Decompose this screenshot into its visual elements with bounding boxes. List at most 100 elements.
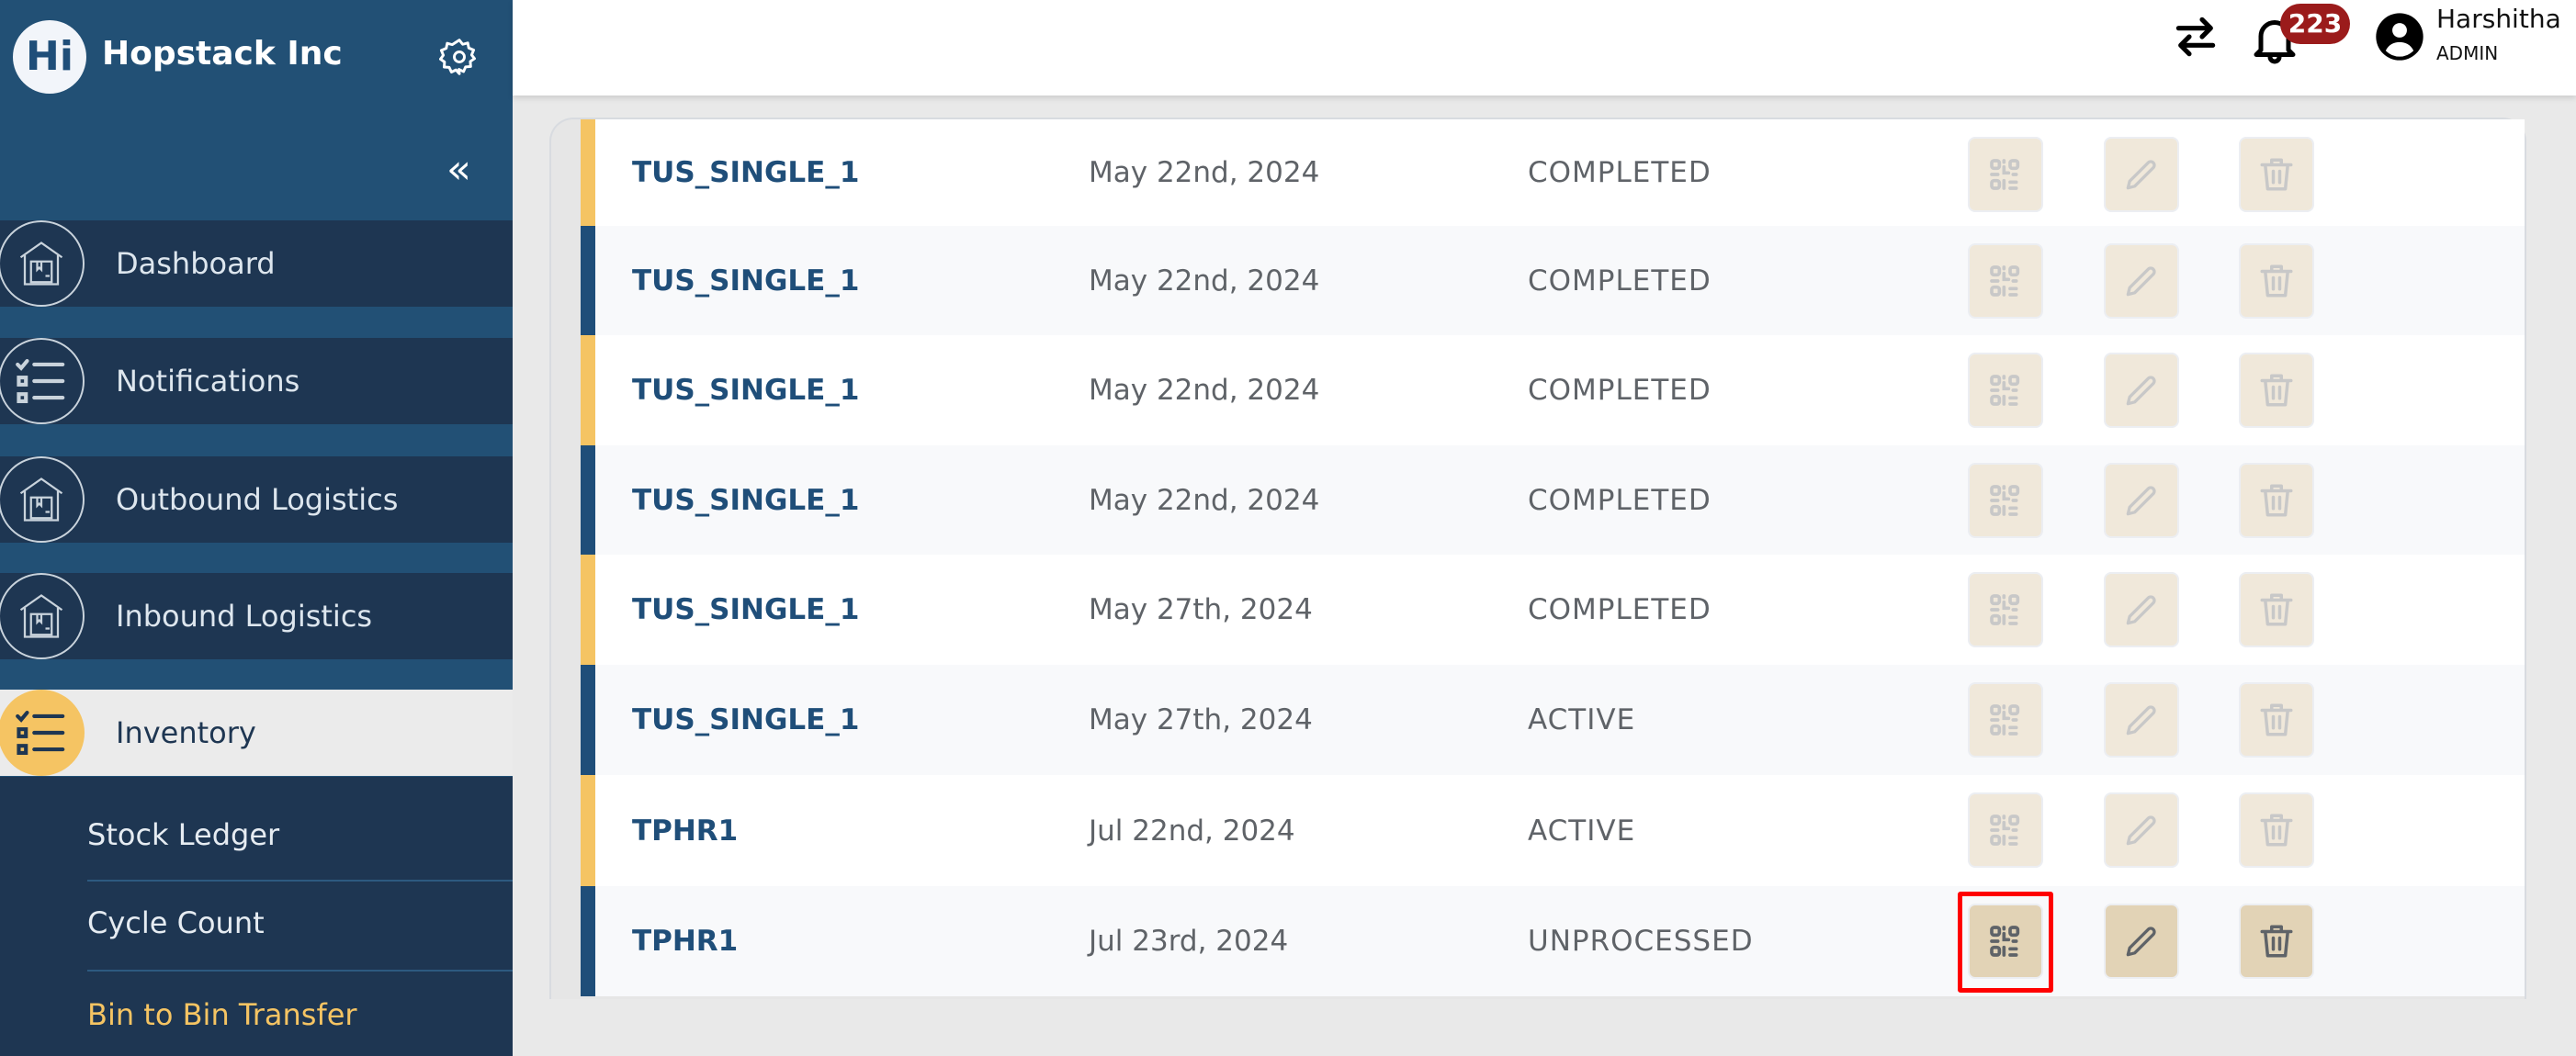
table-row: TUS_SINGLE_1 May 22nd, 2024 COMPLETED [581, 119, 2525, 226]
print-qr-button[interactable] [1968, 682, 2043, 758]
print-qr-button[interactable] [1968, 137, 2043, 212]
pencil-icon [2121, 921, 2162, 961]
delete-button[interactable] [2239, 904, 2314, 979]
row-accent-bar [581, 119, 595, 226]
transfer-name[interactable]: TUS_SINGLE_1 [632, 703, 860, 736]
delete-button[interactable] [2239, 137, 2314, 212]
notification-count-badge[interactable]: 223 [2280, 4, 2350, 44]
table-row: TUS_SINGLE_1 May 22nd, 2024 COMPLETED [581, 445, 2525, 555]
qr-code-icon [1987, 923, 2024, 960]
edit-button[interactable] [2104, 463, 2179, 538]
submenu-item-bin-to-bin-transfer[interactable]: Bin to Bin Transfer [87, 997, 357, 1032]
qr-code-icon [1987, 482, 2024, 519]
switch-arrows-icon[interactable] [2170, 11, 2221, 62]
submenu-divider [87, 880, 513, 882]
row-accent-bar [581, 775, 595, 886]
print-qr-button[interactable] [1968, 463, 2043, 538]
qr-code-icon [1987, 156, 2024, 193]
transfer-date: May 22nd, 2024 [1089, 374, 1320, 407]
transfer-name[interactable]: TPHR1 [632, 814, 739, 848]
pencil-icon [2121, 590, 2162, 630]
transfer-name[interactable]: TUS_SINGLE_1 [632, 264, 860, 298]
sidebar-item-inbound-logistics[interactable]: Inbound Logistics [0, 573, 513, 659]
table-row: TUS_SINGLE_1 May 22nd, 2024 COMPLETED [581, 335, 2525, 445]
row-accent-bar [581, 226, 595, 335]
delete-button[interactable] [2239, 353, 2314, 428]
transfer-name[interactable]: TPHR1 [632, 925, 739, 958]
trash-icon [2257, 481, 2296, 520]
pencil-icon [2121, 154, 2162, 195]
sidebar-item-inventory[interactable]: Inventory [0, 690, 513, 776]
sidebar-item-notifications[interactable]: Notifications [0, 338, 513, 424]
checklist-icon [0, 690, 85, 776]
print-qr-button[interactable] [1968, 353, 2043, 428]
user-role: ADMIN [2436, 42, 2499, 64]
pencil-icon [2121, 700, 2162, 740]
warehouse-icon [0, 573, 85, 659]
transfer-name[interactable]: TUS_SINGLE_1 [632, 593, 860, 626]
delete-button[interactable] [2239, 572, 2314, 647]
trash-icon [2257, 922, 2296, 961]
print-qr-button[interactable] [1968, 243, 2043, 319]
transfer-date: May 22nd, 2024 [1089, 483, 1320, 517]
collapse-sidebar-button[interactable]: « [446, 146, 471, 193]
qr-code-icon [1987, 372, 2024, 409]
transfer-name[interactable]: TUS_SINGLE_1 [632, 156, 860, 189]
bell-icon[interactable] [2247, 11, 2302, 66]
edit-button[interactable] [2104, 137, 2179, 212]
submenu-item-cycle-count[interactable]: Cycle Count [87, 905, 265, 940]
transfer-status: ACTIVE [1528, 814, 1636, 848]
delete-button[interactable] [2239, 463, 2314, 538]
qr-code-icon [1987, 591, 2024, 628]
delete-button[interactable] [2239, 792, 2314, 868]
trash-icon [2257, 155, 2296, 194]
transfer-name[interactable]: TUS_SINGLE_1 [632, 374, 860, 407]
qr-code-icon [1987, 702, 2024, 738]
trash-icon [2257, 262, 2296, 300]
gear-icon[interactable] [439, 37, 480, 77]
edit-button[interactable] [2104, 572, 2179, 647]
transfer-date: May 22nd, 2024 [1089, 156, 1320, 189]
pencil-icon [2121, 810, 2162, 850]
sidebar-item-outbound-logistics[interactable]: Outbound Logistics [0, 456, 513, 543]
table-row: TUS_SINGLE_1 May 27th, 2024 ACTIVE [581, 665, 2525, 775]
transfer-status: UNPROCESSED [1528, 925, 1754, 958]
table-row: TPHR1 Jul 23rd, 2024 UNPROCESSED [581, 886, 2525, 996]
inventory-submenu: Stock Ledger Cycle Count Bin to Bin Transf… [0, 777, 513, 1056]
transfer-status: COMPLETED [1528, 593, 1712, 626]
company-logo: Hi [13, 20, 86, 94]
pencil-icon [2121, 480, 2162, 521]
transfer-name[interactable]: TUS_SINGLE_1 [632, 483, 860, 517]
edit-button[interactable] [2104, 682, 2179, 758]
print-qr-button[interactable] [1968, 904, 2043, 979]
edit-button[interactable] [2104, 243, 2179, 319]
print-qr-button[interactable] [1968, 792, 2043, 868]
row-accent-bar [581, 335, 595, 445]
row-accent-bar [581, 445, 595, 555]
edit-button[interactable] [2104, 904, 2179, 979]
trash-icon [2257, 590, 2296, 629]
transfer-date: May 22nd, 2024 [1089, 264, 1320, 298]
sidebar-item-label: Notifications [116, 364, 300, 399]
trash-icon [2257, 701, 2296, 739]
row-accent-bar [581, 665, 595, 775]
delete-button[interactable] [2239, 243, 2314, 319]
transfer-status: COMPLETED [1528, 374, 1712, 407]
transfer-status: COMPLETED [1528, 483, 1712, 517]
table-row: TPHR1 Jul 22nd, 2024 ACTIVE [581, 775, 2525, 886]
sidebar-item-dashboard[interactable]: Dashboard [0, 220, 513, 307]
pencil-icon [2121, 261, 2162, 301]
trash-icon [2257, 371, 2296, 410]
pencil-icon [2121, 370, 2162, 410]
qr-code-icon [1987, 812, 2024, 848]
sidebar-item-label: Outbound Logistics [116, 482, 399, 517]
transfer-date: Jul 23rd, 2024 [1089, 925, 1289, 958]
company-name: Hopstack Inc [102, 35, 343, 73]
user-avatar-icon[interactable] [2374, 11, 2425, 62]
edit-button[interactable] [2104, 792, 2179, 868]
submenu-item-stock-ledger[interactable]: Stock Ledger [87, 817, 280, 852]
delete-button[interactable] [2239, 682, 2314, 758]
edit-button[interactable] [2104, 353, 2179, 428]
print-qr-button[interactable] [1968, 572, 2043, 647]
checklist-icon [0, 338, 85, 424]
